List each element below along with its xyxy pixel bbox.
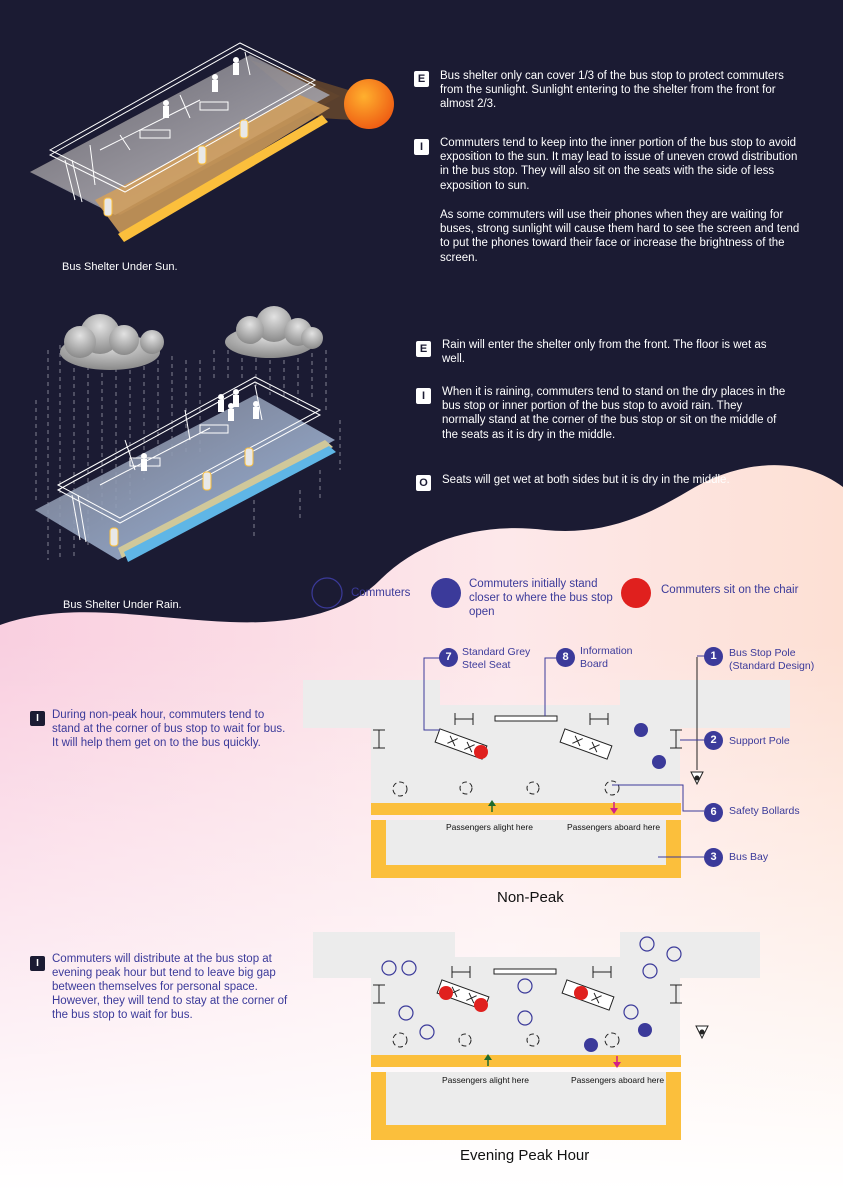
label-bay: Bus Bay bbox=[729, 851, 769, 863]
rain-E-text: Rain will enter the shelter only from th… bbox=[442, 339, 767, 366]
peak-note: Commuters will distribute at the bus sto… bbox=[52, 953, 288, 1021]
legend-initial-marker bbox=[431, 578, 461, 608]
label-number-pole: 1 bbox=[704, 647, 723, 666]
rain-caption: Bus Shelter Under Rain. bbox=[63, 599, 182, 611]
label-support: Support Pole bbox=[729, 735, 790, 747]
badge-E: E bbox=[414, 71, 429, 87]
badge-I: I bbox=[30, 956, 45, 971]
sun-shelter-illustration bbox=[30, 42, 394, 242]
badge-I: I bbox=[30, 711, 45, 726]
rain-O-text: Seats will get wet at both sides but it … bbox=[442, 474, 730, 486]
label-pole: Bus Stop Pole (Standard Design) bbox=[729, 647, 815, 672]
badge-I: I bbox=[416, 388, 431, 404]
non-peak-title: Non-Peak bbox=[497, 889, 564, 906]
legend-initial-label: Commuters initially stand closer to wher… bbox=[469, 578, 613, 618]
non-peak-aboard-label: Passengers aboard here bbox=[567, 822, 661, 832]
non-peak-alight-label: Passengers alight here bbox=[446, 822, 533, 832]
label-number-bay: 3 bbox=[704, 848, 723, 867]
legend-commuters-marker bbox=[311, 577, 343, 609]
sun-I-text-1: Commuters tend to keep into the inner po… bbox=[440, 137, 798, 192]
non-peak-note: During non-peak hour, commuters tend to … bbox=[52, 709, 286, 749]
legend-seated-marker bbox=[621, 578, 651, 608]
badge-E: E bbox=[416, 341, 431, 357]
peak-title: Evening Peak Hour bbox=[460, 1147, 590, 1164]
label-bollard: Safety Bollards bbox=[729, 805, 800, 817]
legend-seated-label: Commuters sit on the chair bbox=[661, 584, 799, 596]
sun-caption: Bus Shelter Under Sun. bbox=[62, 261, 178, 273]
peak-alight-label: Passengers alight here bbox=[442, 1075, 529, 1085]
non-peak-plan bbox=[303, 655, 790, 878]
label-number-seat: 7 bbox=[439, 648, 458, 667]
legend-commuters-label: Commuters bbox=[351, 587, 411, 599]
label-seat: Standard Grey Steel Seat bbox=[462, 646, 531, 671]
label-number-support: 2 bbox=[704, 731, 723, 750]
badge-I: I bbox=[414, 139, 429, 155]
label-board: Information Board bbox=[580, 645, 633, 670]
label-number-board: 8 bbox=[556, 648, 575, 667]
badge-O: O bbox=[416, 475, 431, 491]
rain-I-text: When it is raining, commuters tend to st… bbox=[442, 386, 786, 441]
sun-E-text: Bus shelter only can cover 1/3 of the bu… bbox=[440, 70, 784, 111]
peak-aboard-label: Passengers aboard here bbox=[571, 1075, 665, 1085]
rain-shelter-illustration bbox=[35, 306, 341, 562]
label-number-bollard: 6 bbox=[704, 803, 723, 822]
sun-I-text-2: As some commuters will use their phones … bbox=[440, 209, 800, 264]
peak-plan bbox=[313, 932, 760, 1140]
